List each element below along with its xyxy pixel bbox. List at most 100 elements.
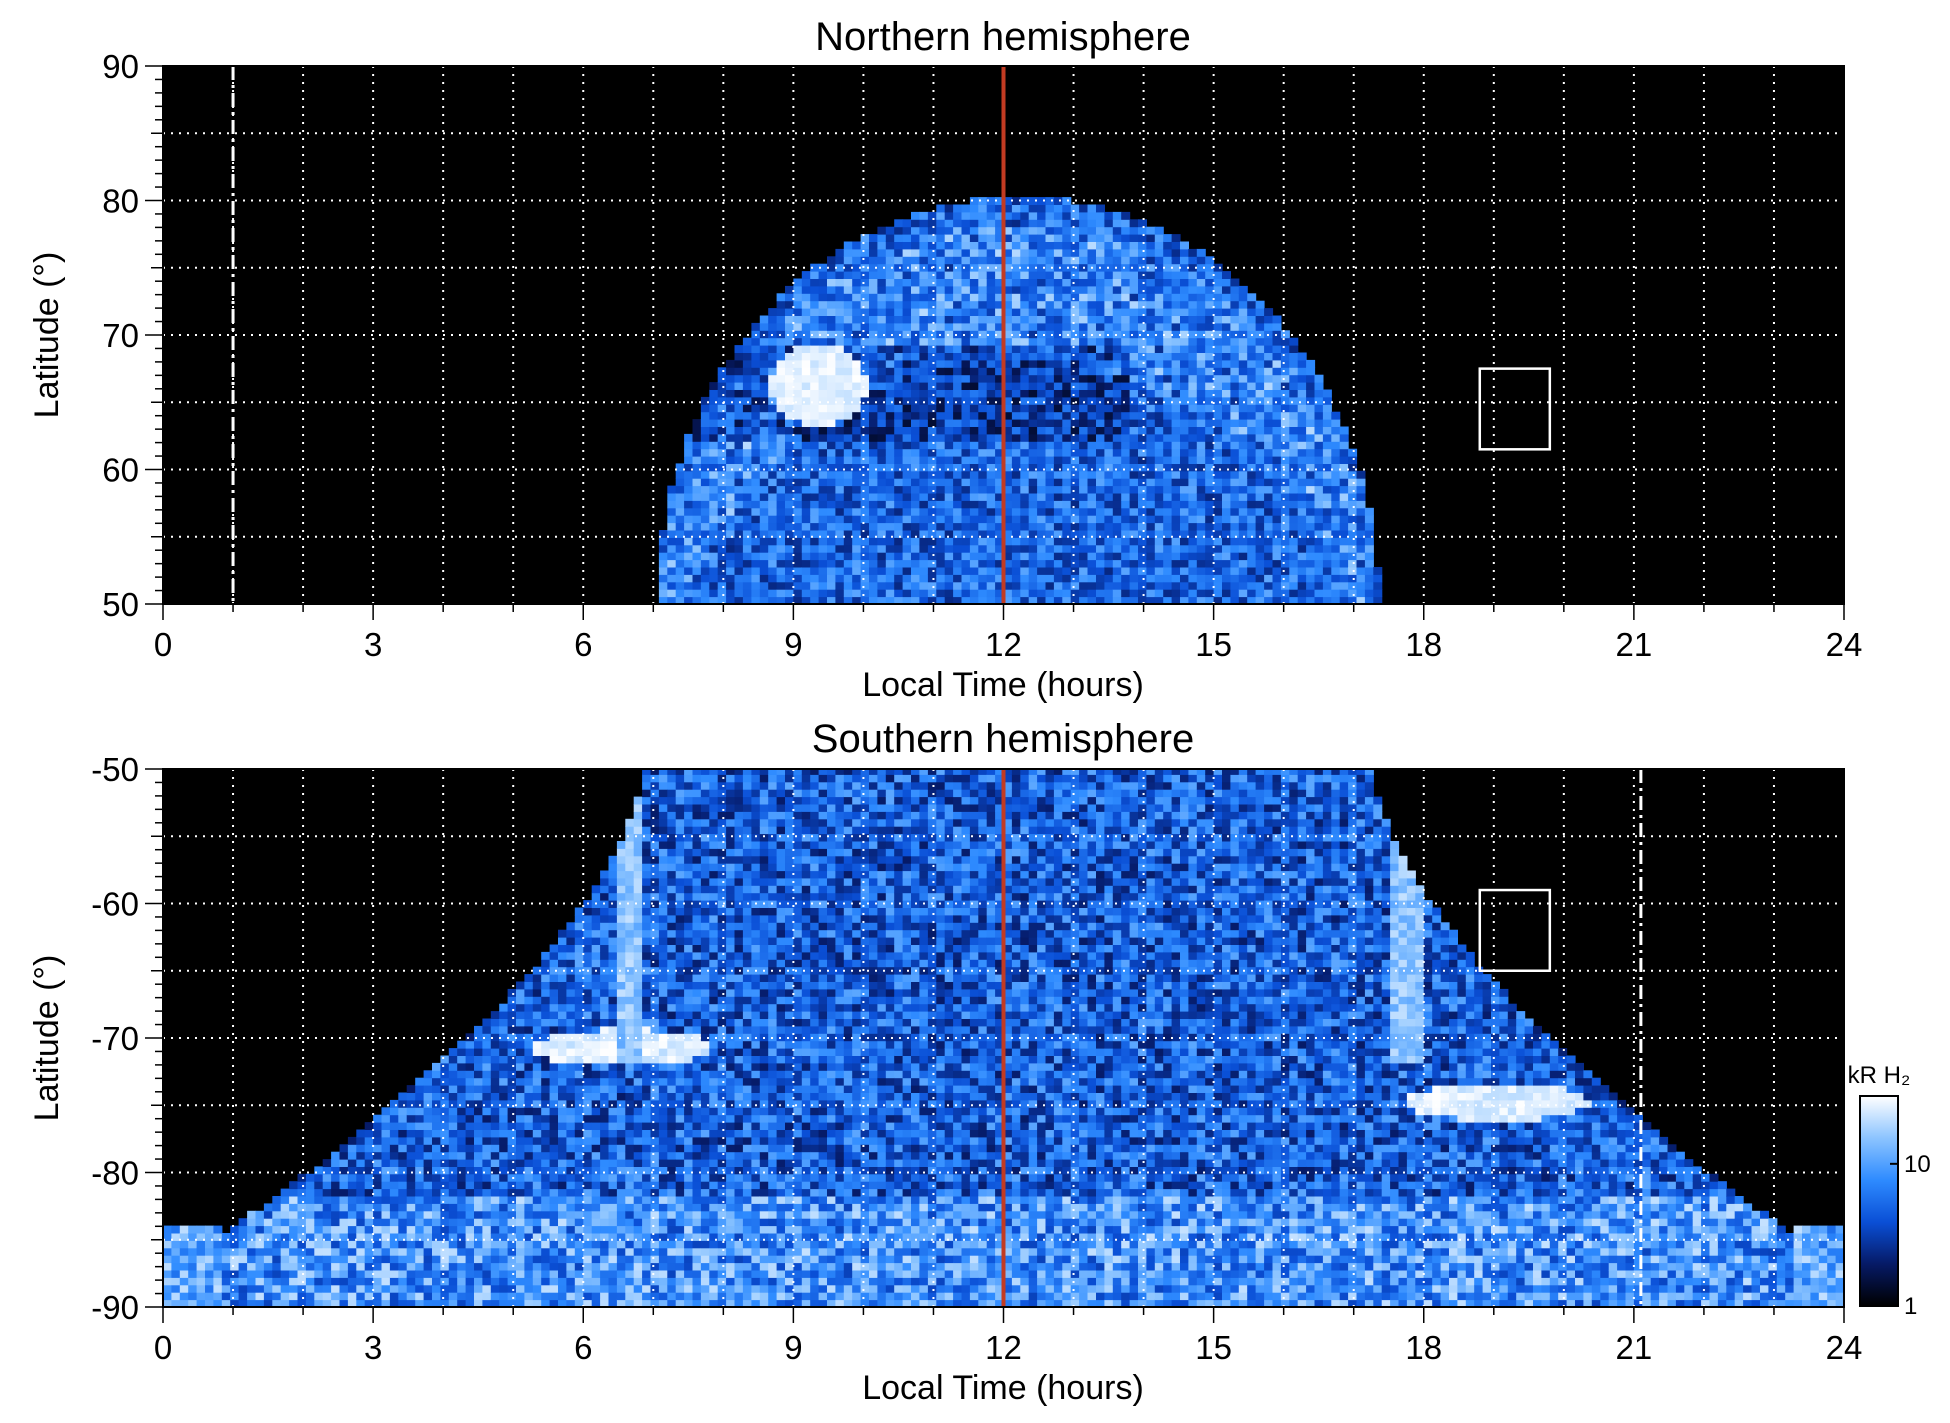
heatmap-cell: [331, 1284, 341, 1293]
heatmap-cell: [524, 1070, 534, 1079]
heatmap-cell: [465, 1122, 475, 1130]
heatmap-cell: [532, 1062, 542, 1071]
heatmap-cell: [768, 581, 778, 590]
heatmap-cell: [524, 1136, 534, 1145]
heatmap-cell: [827, 374, 836, 383]
heatmap-cell: [1129, 419, 1139, 427]
heatmap-cell: [818, 485, 828, 494]
heatmap-cell: [474, 1025, 483, 1034]
heatmap-cell: [843, 530, 853, 538]
heatmap-cell: [1053, 219, 1063, 228]
heatmap-cell: [1238, 441, 1248, 450]
heatmap-cell: [751, 478, 761, 487]
heatmap-cell: [524, 1114, 534, 1123]
heatmap-cell: [843, 352, 853, 361]
heatmap-cell: [1280, 382, 1290, 390]
heatmap-cell: [1348, 456, 1358, 464]
heatmap-cell: [793, 478, 803, 487]
heatmap-cell: [667, 537, 677, 546]
heatmap-cell: [759, 596, 769, 604]
heatmap-cell: [768, 493, 778, 501]
heatmap-cell: [423, 1070, 433, 1079]
heatmap-cell: [911, 426, 920, 435]
heatmap-cell: [961, 470, 971, 479]
heatmap-cell: [793, 500, 803, 509]
heatmap-cell: [1104, 256, 1114, 265]
heatmap-cell: [1272, 544, 1282, 553]
heatmap-cell: [827, 493, 836, 501]
heatmap-cell: [1289, 493, 1299, 501]
heatmap-cell: [1045, 197, 1055, 205]
heatmap-cell: [1247, 411, 1257, 420]
heatmap-cell: [1297, 522, 1307, 531]
heatmap-cell: [953, 256, 963, 265]
heatmap-cell: [1045, 567, 1055, 575]
heatmap-cell: [902, 493, 912, 501]
heatmap-cell: [969, 522, 979, 531]
heatmap-cell: [919, 234, 929, 242]
heatmap-cell: [827, 337, 836, 346]
heatmap-cell: [238, 1240, 248, 1249]
heatmap-cell: [978, 322, 988, 331]
heatmap-cell: [1272, 367, 1282, 376]
heatmap-cell: [860, 530, 870, 538]
heatmap-cell: [1339, 567, 1349, 575]
heatmap-cell: [675, 552, 685, 561]
heatmap-cell: [1129, 589, 1139, 598]
heatmap-cell: [919, 382, 929, 390]
heatmap-cell: [902, 345, 912, 353]
heatmap-cell: [869, 271, 878, 279]
heatmap-cell: [1079, 448, 1089, 457]
heatmap-cell: [1028, 404, 1038, 413]
heatmap-cell: [860, 293, 870, 302]
heatmap-cell: [1011, 544, 1021, 553]
heatmap-cell: [432, 1173, 441, 1182]
heatmap-cell: [978, 396, 988, 405]
heatmap-cell: [1045, 596, 1055, 604]
heatmap-cell: [322, 1262, 332, 1271]
heatmap-cell: [339, 1159, 349, 1167]
heatmap-cell: [415, 1122, 425, 1130]
heatmap-cell: [1331, 552, 1341, 561]
heatmap-cell: [1011, 345, 1021, 353]
heatmap-cell: [1138, 234, 1147, 242]
heatmap-cell: [793, 485, 803, 494]
heatmap-cell: [860, 441, 870, 450]
heatmap-cell: [1163, 596, 1173, 604]
heatmap-cell: [1129, 263, 1139, 272]
heatmap-cell: [902, 337, 912, 346]
heatmap-cell: [785, 596, 794, 604]
heatmap-cell: [1255, 352, 1265, 361]
heatmap-cell: [1196, 419, 1206, 427]
heatmap-cell: [532, 1055, 542, 1064]
heatmap-cell: [1138, 374, 1147, 383]
heatmap-cell: [339, 1277, 349, 1286]
heatmap-cell: [364, 1188, 374, 1197]
heatmap-cell: [1280, 574, 1290, 583]
heatmap-cell: [1037, 507, 1047, 516]
heatmap-cell: [1314, 507, 1324, 516]
heatmap-cell: [911, 382, 920, 390]
heatmap-cell: [717, 537, 727, 546]
heatmap-cell: [1003, 396, 1013, 405]
heatmap-cell: [684, 537, 694, 546]
heatmap-cell: [1011, 322, 1021, 331]
heatmap-cell: [927, 589, 937, 598]
heatmap-cell: [490, 1085, 500, 1093]
heatmap-cell: [1079, 337, 1089, 346]
heatmap-cell: [1112, 256, 1122, 265]
heatmap-cell: [1129, 345, 1139, 353]
heatmap-cell: [742, 522, 752, 531]
heatmap-cell: [347, 1166, 357, 1175]
heatmap-cell: [726, 537, 736, 546]
heatmap-cell: [995, 544, 1005, 553]
heatmap-cell: [911, 278, 920, 287]
heatmap-cell: [1280, 500, 1290, 509]
heatmap-cell: [961, 226, 971, 235]
heatmap-cell: [911, 241, 920, 250]
heatmap-cell: [1272, 448, 1282, 457]
heatmap-cell: [457, 1284, 467, 1293]
heatmap-cell: [852, 241, 862, 250]
heatmap-cell: [818, 470, 828, 479]
heatmap-cell: [1297, 478, 1307, 487]
